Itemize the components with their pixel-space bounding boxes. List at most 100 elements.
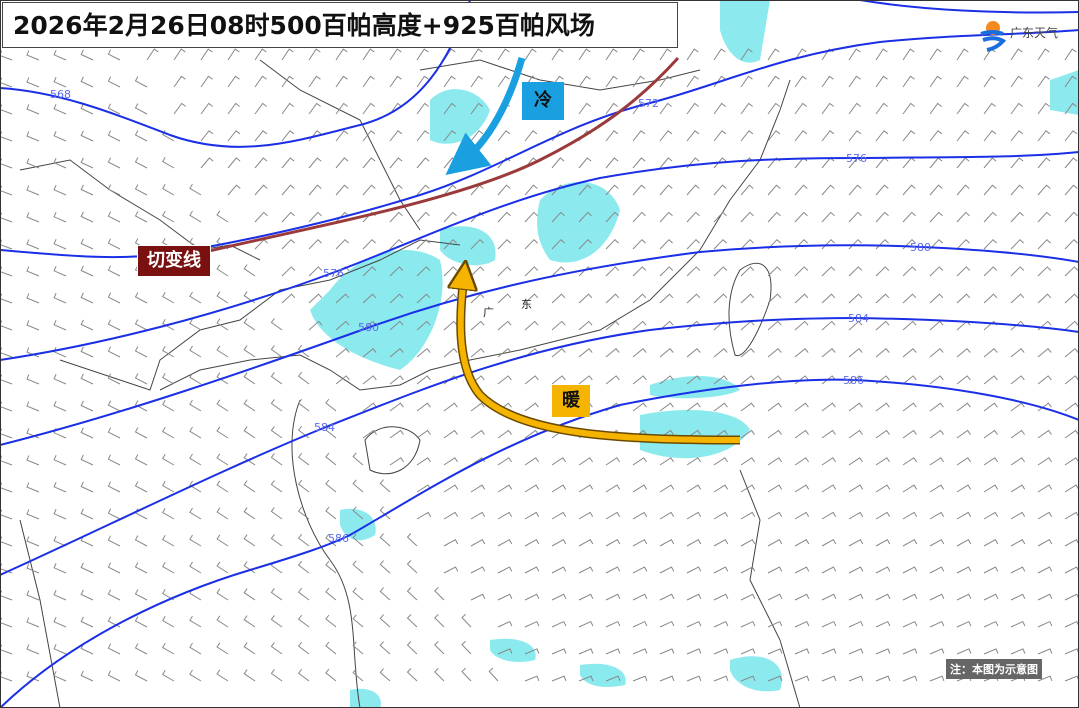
wind-barb <box>605 211 619 223</box>
wind-barb <box>162 615 175 628</box>
wind-barb <box>1037 566 1053 574</box>
wind-barb <box>605 130 619 142</box>
wind-barb <box>134 373 148 385</box>
wind-barb <box>325 560 337 574</box>
wind-barb <box>200 48 213 61</box>
wind-barb <box>902 675 918 682</box>
wind-barb <box>551 266 566 277</box>
wind-barb <box>713 539 729 547</box>
wind-barb <box>362 293 377 304</box>
wind-barb <box>956 539 972 547</box>
wind-barb <box>243 534 256 547</box>
wind-barb <box>26 509 40 520</box>
wind-barb <box>524 620 540 628</box>
wind-barb <box>713 347 728 358</box>
wind-barb <box>189 426 202 439</box>
wind-barb <box>379 641 391 655</box>
wind-barb <box>1064 375 1079 385</box>
wind-barb <box>134 211 148 223</box>
wind-barb <box>1064 266 1079 277</box>
wind-barb <box>902 184 916 196</box>
wind-barb <box>767 511 783 520</box>
wind-barb <box>497 266 512 277</box>
wind-barb <box>389 457 405 466</box>
wind-barb <box>134 616 148 628</box>
wind-barb <box>605 593 621 601</box>
wind-barb <box>107 508 121 520</box>
wind-barb <box>80 238 94 250</box>
wind-barb <box>416 238 430 250</box>
wind-barb <box>632 566 648 574</box>
wind-barb <box>740 648 756 655</box>
wind-barb <box>551 511 567 520</box>
wind-barb <box>875 48 888 61</box>
wind-barb <box>1010 75 1023 88</box>
wind-barb <box>794 266 809 277</box>
logo-text: 广东天气 <box>1010 26 1059 40</box>
wind-barb <box>162 156 175 169</box>
wind-barb <box>26 158 40 169</box>
wind-barb <box>434 613 445 628</box>
wind-barb <box>497 347 512 358</box>
wind-barb <box>0 617 13 628</box>
wind-barb <box>632 457 648 466</box>
wind-barb <box>632 211 646 223</box>
wind-barb <box>470 320 485 331</box>
wind-barb <box>134 292 148 304</box>
wind-barb <box>281 238 295 250</box>
wind-barb <box>26 266 40 277</box>
wind-barb <box>578 157 592 169</box>
wind-barb <box>929 457 945 466</box>
wind-barb <box>902 75 915 88</box>
wind-barb <box>227 48 240 61</box>
wind-barb <box>362 320 377 331</box>
wind-barb <box>107 562 121 574</box>
wind-barb <box>389 320 404 331</box>
wind-barb <box>794 648 810 655</box>
wind-barb <box>578 484 594 493</box>
wind-barb <box>497 511 513 520</box>
wind-barb <box>497 293 512 304</box>
wind-barb <box>308 293 323 304</box>
wind-barb <box>740 484 756 493</box>
wind-barb <box>243 615 256 628</box>
wind-barb <box>134 103 148 115</box>
wind-barb <box>956 402 971 412</box>
wind-barb <box>794 511 810 520</box>
wind-barb <box>821 184 835 196</box>
wind-barb <box>227 130 241 142</box>
wind-barb <box>162 399 175 412</box>
wind-barb <box>352 668 364 682</box>
wind-barb <box>659 375 674 385</box>
wind-barb <box>686 539 702 547</box>
wind-barb <box>26 617 40 628</box>
wind-barb <box>335 320 350 331</box>
wind-barb <box>134 643 148 655</box>
wind-barb <box>497 130 511 142</box>
wind-barb <box>53 212 67 223</box>
wind-barb <box>902 566 918 574</box>
wind-barb <box>443 75 456 88</box>
wind-barb <box>406 641 418 655</box>
wind-barb <box>686 457 702 466</box>
wind-barb <box>389 293 404 304</box>
wind-barb <box>80 562 94 574</box>
wind-barb <box>713 402 728 412</box>
wind-barb <box>107 589 121 601</box>
wind-barb <box>902 429 917 439</box>
wind-barb <box>1037 293 1052 304</box>
wind-barb <box>794 429 809 439</box>
wind-barb <box>605 347 620 358</box>
wind-barb <box>53 482 67 493</box>
contour-584 <box>0 316 1079 576</box>
wind-barb <box>821 648 837 655</box>
wind-barb <box>416 347 431 358</box>
wind-barb <box>162 588 175 601</box>
wind-barb <box>659 620 675 628</box>
wind-barb <box>53 239 67 250</box>
wind-barb <box>740 211 754 223</box>
wind-barb <box>470 484 486 493</box>
wind-barb <box>659 184 673 196</box>
wind-barb <box>929 484 945 493</box>
wind-barb <box>659 130 673 142</box>
